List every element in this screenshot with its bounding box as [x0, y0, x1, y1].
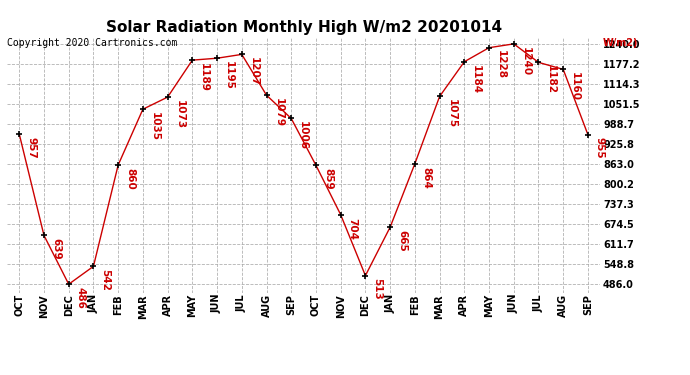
Text: 859: 859	[323, 168, 333, 190]
Text: 864: 864	[422, 166, 432, 188]
Text: 1160: 1160	[570, 72, 580, 101]
Text: 1075: 1075	[446, 99, 457, 128]
Text: 513: 513	[373, 278, 382, 300]
Text: W/m2): W/m2)	[603, 38, 638, 48]
Text: Copyright 2020 Cartronics.com: Copyright 2020 Cartronics.com	[7, 38, 177, 48]
Text: 1228: 1228	[496, 51, 506, 80]
Text: 1079: 1079	[273, 98, 284, 127]
Text: 542: 542	[100, 269, 110, 291]
Text: 957: 957	[26, 137, 36, 159]
Text: 486: 486	[76, 287, 86, 309]
Text: 639: 639	[51, 238, 61, 260]
Text: 955: 955	[595, 138, 605, 159]
Text: 1207: 1207	[248, 57, 259, 86]
Text: 860: 860	[125, 168, 135, 189]
Text: 1184: 1184	[471, 64, 481, 94]
Text: 704: 704	[348, 217, 357, 240]
Text: 1006: 1006	[298, 121, 308, 150]
Text: 1182: 1182	[545, 65, 555, 94]
Text: 665: 665	[397, 230, 407, 252]
Text: 1035: 1035	[150, 112, 160, 141]
Text: 1073: 1073	[175, 100, 184, 129]
Text: 1240: 1240	[521, 46, 531, 76]
Title: Solar Radiation Monthly High W/m2 20201014: Solar Radiation Monthly High W/m2 202010…	[106, 20, 502, 35]
Text: 1189: 1189	[199, 63, 209, 92]
Text: 1195: 1195	[224, 61, 234, 90]
